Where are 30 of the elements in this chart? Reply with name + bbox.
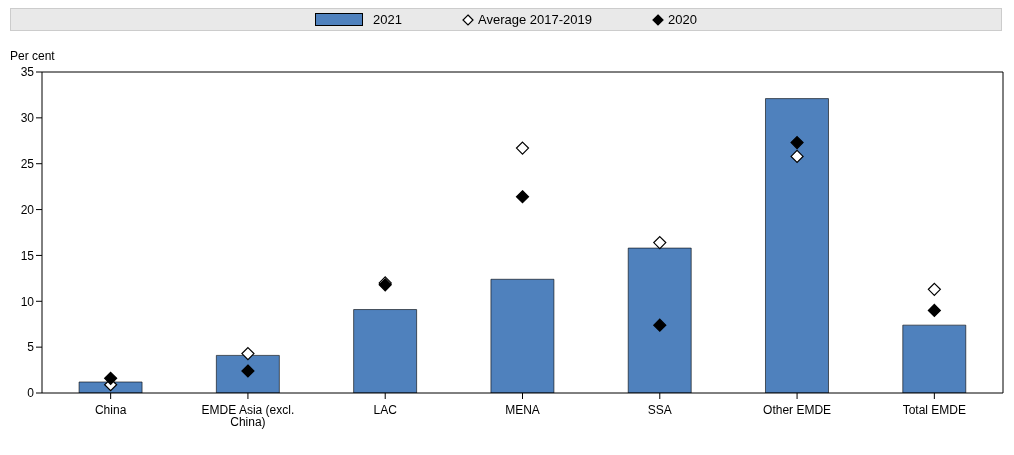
x-tick-label: LAC <box>373 402 398 417</box>
point <box>241 346 255 361</box>
y-tick-label: 20 <box>20 202 35 217</box>
y-tick-label: 0 <box>27 386 35 401</box>
legend-label: 2021 <box>373 12 403 27</box>
y-tick-label: 30 <box>20 111 35 126</box>
x-tick-label: Total EMDE <box>902 402 967 417</box>
point <box>927 303 941 318</box>
point <box>790 149 804 163</box>
y-tick-label: 10 <box>20 294 35 309</box>
legend-label: 2020 <box>667 12 697 27</box>
x-tick-label: MENA <box>505 402 540 417</box>
y-tick-label: 15 <box>20 248 35 263</box>
point <box>515 190 530 204</box>
x-tick-label: China <box>94 402 127 417</box>
y-tick-label: 25 <box>20 156 35 171</box>
point <box>104 371 118 385</box>
x-tick-label: SSA <box>647 402 672 417</box>
y-axis-title: Per cent <box>10 49 56 63</box>
point <box>515 141 530 155</box>
y-tick-label: 5 <box>27 340 35 355</box>
point <box>790 136 804 150</box>
point <box>241 364 255 378</box>
point <box>927 282 941 296</box>
x-tick-label: Other EMDE <box>763 402 832 417</box>
point <box>653 318 667 332</box>
point <box>653 235 667 250</box>
legend-label: Average 2017-2019 <box>478 12 592 27</box>
y-tick-label: 35 <box>20 65 35 80</box>
x-tick-label: EMDE Asia (excl. China) <box>201 402 295 429</box>
